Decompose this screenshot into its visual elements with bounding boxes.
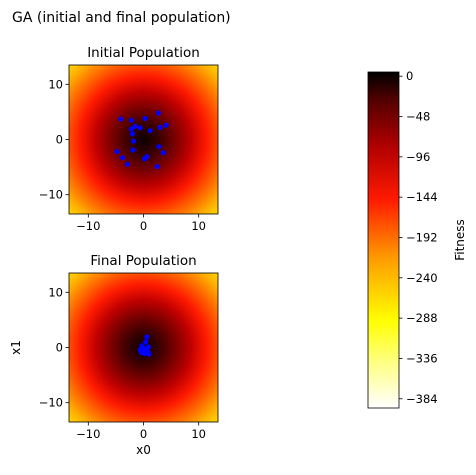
population-point [118, 116, 124, 122]
colorbar-tick-label: −384 [406, 392, 438, 406]
y-tick-label: 10 [48, 77, 63, 91]
population-point [130, 147, 136, 153]
population-point [124, 161, 131, 167]
population-point [128, 117, 134, 123]
y-tick-label: 10 [48, 285, 63, 299]
population-point [137, 125, 143, 131]
population-point [154, 163, 160, 170]
y-tick-label: 0 [56, 133, 63, 147]
population-point [156, 144, 162, 150]
population-point [114, 149, 120, 155]
panel-title: Final Population [90, 253, 196, 269]
y-tick-label: −10 [39, 396, 63, 410]
initial-population-panel: Initial Population −10 0 10 −10 0 10 [39, 45, 219, 233]
x-tick-label: 0 [140, 219, 147, 233]
colorbar-tick-label: −96 [406, 150, 430, 164]
population-point [130, 138, 137, 144]
colorbar-tick-label: −288 [406, 311, 438, 325]
population-point [143, 339, 149, 345]
x-tick-label: 10 [191, 427, 206, 441]
colorbar-frame [367, 71, 400, 409]
population-point [129, 131, 136, 137]
population-point [146, 351, 152, 357]
colorbar-gradient [368, 72, 399, 408]
colorbar-label: Fitness [453, 219, 467, 261]
x-tick-label: −10 [76, 219, 100, 233]
population-point [132, 123, 138, 129]
colorbar-tick-label: −336 [406, 351, 438, 365]
population-point [128, 126, 134, 132]
population-point [155, 110, 161, 116]
x-tick-label: −10 [76, 427, 100, 441]
population-point [142, 115, 148, 122]
panel-title: Initial Population [87, 45, 200, 61]
x-tick-label: 0 [140, 427, 147, 441]
population-point [142, 156, 148, 162]
figure-title: GA (initial and final population) [12, 10, 231, 26]
final-population-panel: Final Population −10 0 10 −10 0 10 x0 x1 [9, 253, 219, 457]
y-tick-label: 0 [56, 341, 63, 355]
colorbar-tick-label: −144 [406, 190, 438, 204]
population-point [147, 128, 153, 134]
x-axis-label: x0 [136, 443, 151, 457]
population-point [138, 349, 144, 356]
population-point [144, 334, 150, 340]
colorbar-tick-label: −240 [406, 271, 438, 285]
fitness-heatmap [69, 65, 218, 214]
colorbar-tick-label: −192 [406, 230, 438, 244]
colorbar-tick-label: 0 [406, 69, 413, 83]
y-tick-label: −10 [39, 188, 63, 202]
population-point [157, 124, 163, 130]
population-point [163, 122, 169, 128]
colorbar-tick-label: −48 [406, 110, 430, 124]
fitness-colorbar: 0 −48 −96 −144 −192 −240 −288 −336 −384 Fitness [367, 69, 467, 409]
population-point [119, 155, 126, 161]
population-point [160, 150, 166, 156]
x-tick-label: 10 [191, 219, 206, 233]
population-point [145, 344, 152, 350]
y-axis-label: x1 [9, 340, 23, 355]
